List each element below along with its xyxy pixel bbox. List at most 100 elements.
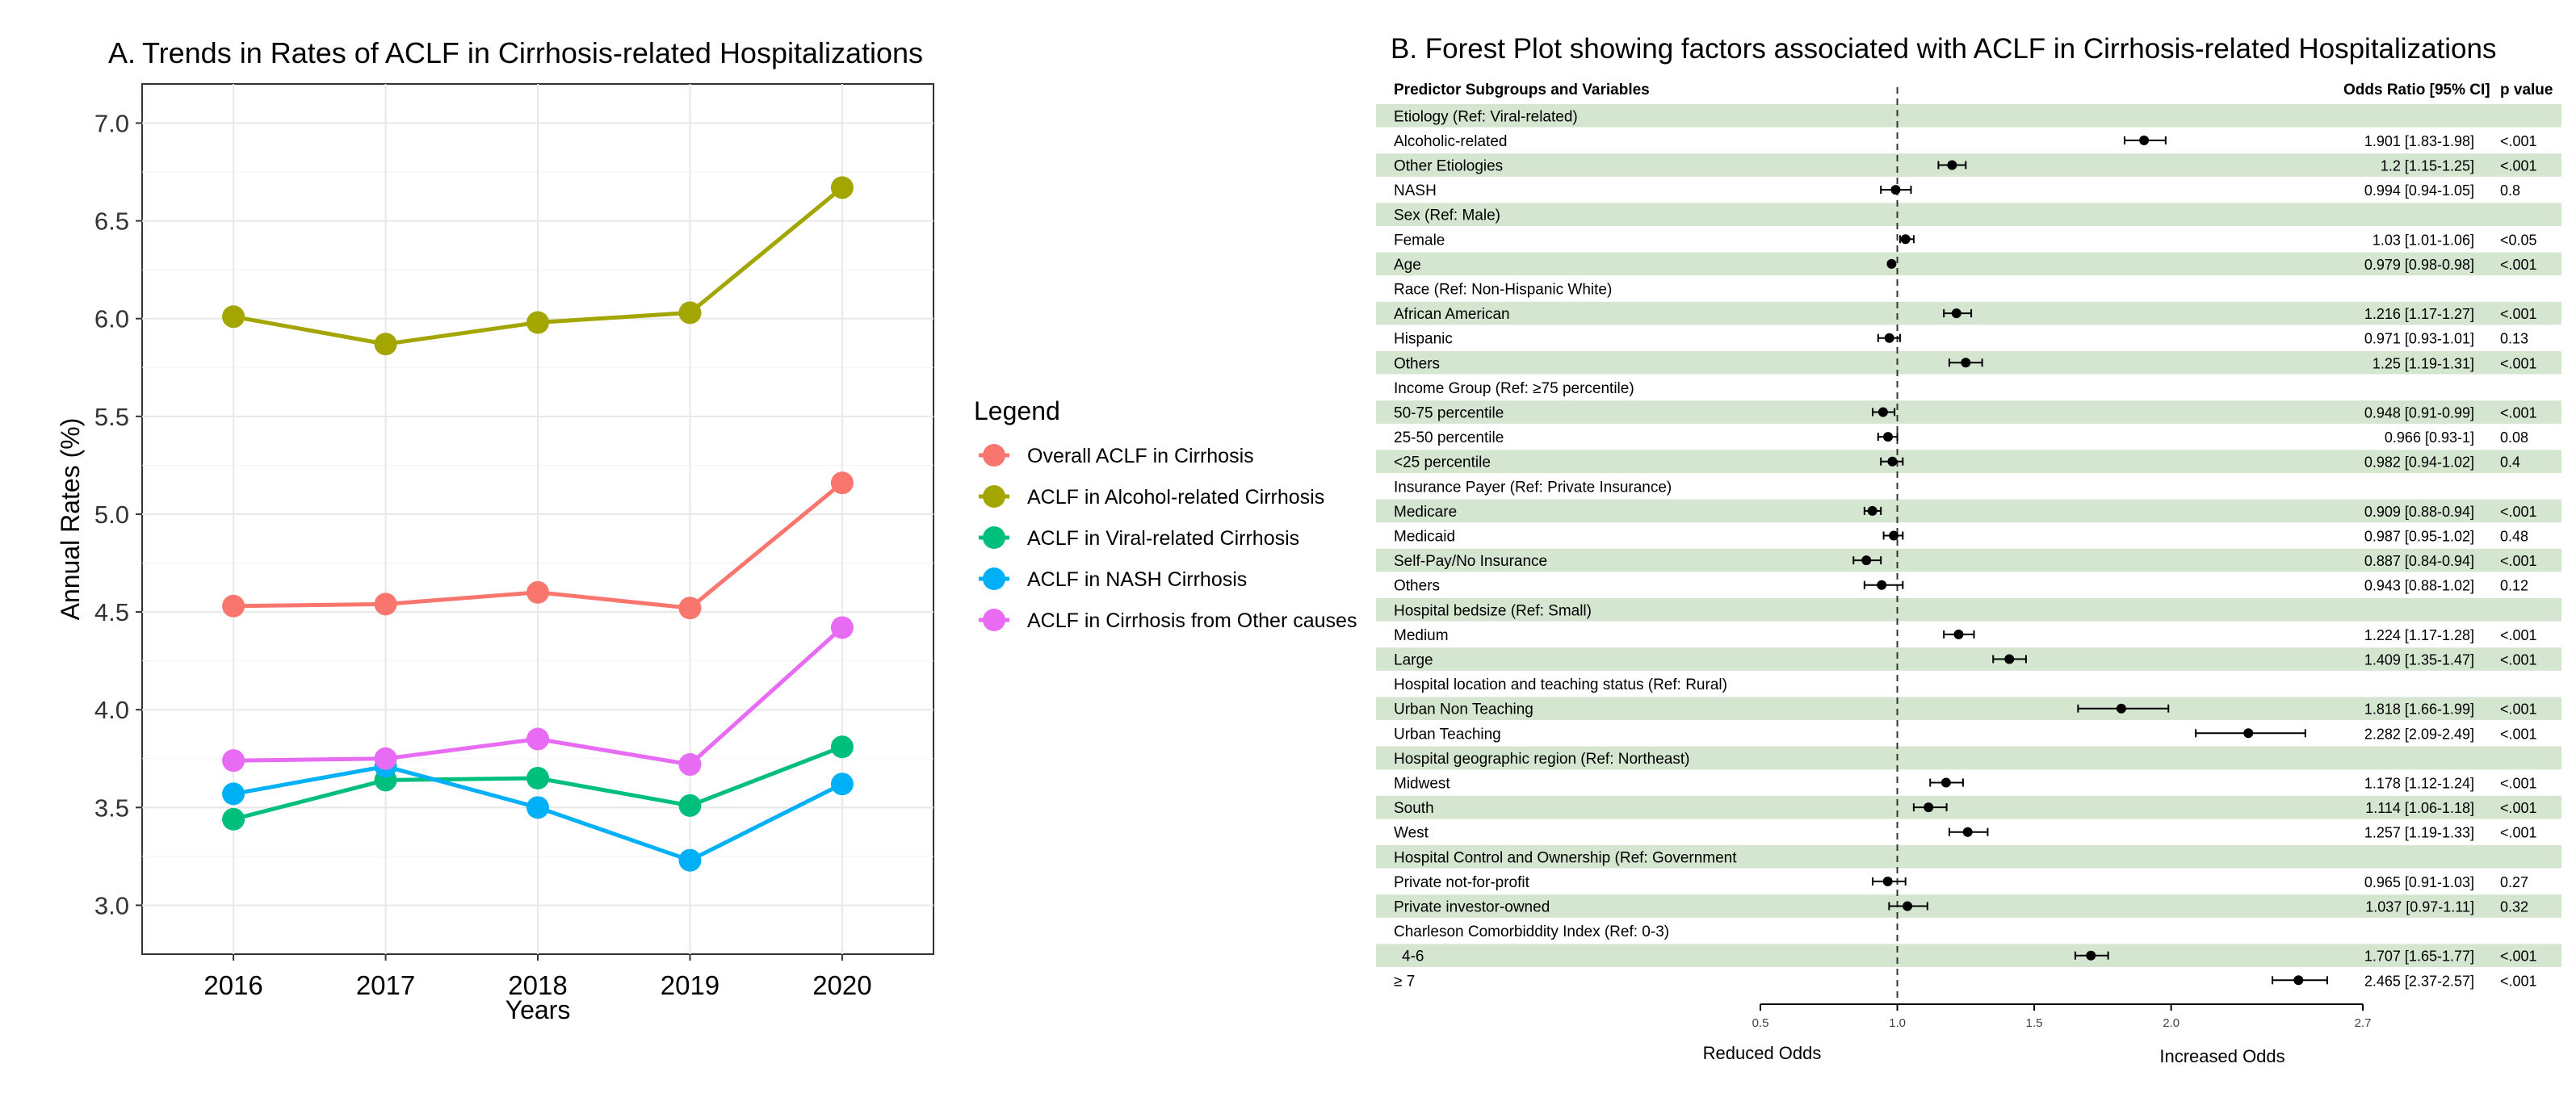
p-value-text: <0.05 bbox=[2500, 232, 2537, 248]
odds-ratio-text: 1.178 [1.12-1.24] bbox=[2364, 776, 2474, 792]
data-point bbox=[678, 301, 702, 325]
odds-ratio-point bbox=[1903, 901, 1913, 911]
odds-ratio-text: 1.224 [1.17-1.28] bbox=[2364, 627, 2474, 643]
predictor-label: 4-6 bbox=[1402, 949, 1424, 965]
p-value-text: <.001 bbox=[2500, 701, 2537, 718]
panel-a-gridlines bbox=[142, 84, 933, 954]
odds-ratio-point bbox=[1962, 827, 1973, 837]
odds-ratio-point bbox=[2116, 703, 2126, 714]
odds-ratio-text: 0.966 [0.93-1] bbox=[2385, 429, 2474, 446]
panel-a-line-chart: A. Trends in Rates of ACLF in Cirrhosis-… bbox=[56, 36, 1357, 1024]
p-value-text: <.001 bbox=[2500, 405, 2537, 421]
forest-row-bands bbox=[1376, 104, 2561, 967]
group-header: Income Group (Ref: ≥75 percentile) bbox=[1394, 380, 1634, 397]
odds-ratio-text: 0.948 [0.91-0.99] bbox=[2364, 405, 2474, 421]
x-tick-label: 1.5 bbox=[2026, 1016, 2043, 1030]
y-tick-label: 6.0 bbox=[94, 305, 129, 333]
odds-ratio-text: 0.943 [0.88-1.02] bbox=[2364, 578, 2474, 594]
predictor-label: Urban Non Teaching bbox=[1394, 701, 1533, 718]
row-band bbox=[1376, 104, 2561, 128]
forest-header-predictor: Predictor Subgroups and Variables bbox=[1394, 82, 1650, 98]
predictor-label: Female bbox=[1394, 232, 1445, 249]
data-point bbox=[527, 580, 549, 604]
data-point bbox=[678, 848, 702, 872]
data-point bbox=[527, 727, 549, 751]
row-band bbox=[1376, 252, 2561, 276]
odds-ratio-text: 1.216 [1.17-1.27] bbox=[2364, 306, 2474, 322]
p-value-text: 0.4 bbox=[2500, 454, 2520, 471]
odds-ratio-point bbox=[1886, 258, 1897, 269]
data-point bbox=[222, 807, 245, 831]
predictor-label: Self-Pay/No Insurance bbox=[1394, 553, 1547, 570]
data-point bbox=[678, 597, 702, 620]
odds-ratio-point bbox=[1887, 456, 1898, 467]
odds-ratio-point bbox=[1889, 530, 1899, 541]
predictor-label: Urban Teaching bbox=[1394, 726, 1501, 743]
odds-ratio-text: 1.03 [1.01-1.06] bbox=[2373, 232, 2474, 248]
legend-label: ACLF in Viral-related Cirrhosis bbox=[1027, 527, 1299, 550]
data-point bbox=[830, 773, 854, 796]
x-tick-label: 2016 bbox=[203, 970, 262, 1000]
legend-marker bbox=[983, 609, 1005, 631]
p-value-text: 0.13 bbox=[2500, 331, 2528, 347]
p-value-text: 0.32 bbox=[2500, 899, 2528, 915]
legend-label: ACLF in Alcohol-related Cirrhosis bbox=[1027, 486, 1324, 509]
forest-x-axis: 0.5 1.0 1.5 2.0 2.7 bbox=[1752, 1003, 2372, 1030]
panel-a-y-ticks: 3.0 3.5 4.0 4.5 5.0 5.5 6.0 6.5 7.0 bbox=[94, 109, 142, 919]
odds-ratio-text: 1.901 [1.83-1.98] bbox=[2364, 133, 2474, 149]
data-point bbox=[830, 176, 854, 199]
legend-marker bbox=[983, 444, 1005, 467]
row-band bbox=[1376, 795, 2561, 819]
data-point bbox=[374, 593, 397, 616]
p-value-text: <.001 bbox=[2500, 652, 2537, 668]
legend-marker bbox=[983, 526, 1005, 549]
x-tick-label: 2.7 bbox=[2355, 1016, 2372, 1030]
row-band bbox=[1376, 845, 2561, 869]
odds-ratio-point bbox=[2293, 975, 2304, 986]
odds-ratio-point bbox=[2086, 950, 2096, 961]
data-point bbox=[222, 782, 245, 806]
forest-header-p-value: p value bbox=[2500, 82, 2553, 98]
data-point bbox=[830, 735, 854, 759]
p-value-text: 0.12 bbox=[2500, 578, 2528, 594]
group-header: Charleson Comorbiddity Index (Ref: 0-3) bbox=[1394, 923, 1669, 940]
predictor-label: 50-75 percentile bbox=[1394, 405, 1504, 422]
row-band bbox=[1376, 746, 2561, 770]
odds-ratio-point bbox=[1900, 234, 1911, 245]
odds-ratio-text: 0.909 [0.88-0.94] bbox=[2364, 504, 2474, 520]
group-header: Sex (Ref: Male) bbox=[1394, 207, 1500, 224]
legend-title: Legend bbox=[974, 396, 1060, 425]
predictor-label: Age bbox=[1394, 257, 1421, 274]
group-header: Hospital geographic region (Ref: Northea… bbox=[1394, 751, 1689, 768]
legend-marker bbox=[983, 567, 1005, 590]
x-tick-label: 2020 bbox=[812, 970, 871, 1000]
reduced-odds-label: Reduced Odds bbox=[1703, 1043, 1822, 1063]
p-value-text: 0.8 bbox=[2500, 182, 2520, 199]
odds-ratio-point bbox=[1953, 629, 1964, 639]
odds-ratio-point bbox=[1884, 333, 1894, 343]
p-value-text: <.001 bbox=[2500, 949, 2537, 965]
row-band bbox=[1376, 153, 2561, 177]
predictor-label: Medicare bbox=[1394, 504, 1457, 521]
legend-marker bbox=[983, 485, 1005, 508]
p-value-text: <.001 bbox=[2500, 257, 2537, 273]
odds-ratio-point bbox=[1882, 876, 1893, 886]
p-value-text: 0.48 bbox=[2500, 529, 2528, 545]
odds-ratio-point bbox=[1861, 555, 1872, 566]
group-header: Insurance Payer (Ref: Private Insurance) bbox=[1394, 479, 1672, 496]
odds-ratio-point bbox=[1877, 407, 1888, 417]
data-point bbox=[527, 311, 549, 334]
odds-ratio-text: 2.465 [2.37-2.57] bbox=[2364, 973, 2474, 989]
p-value-text: <.001 bbox=[2500, 973, 2537, 989]
group-header: Etiology (Ref: Viral-related) bbox=[1394, 108, 1578, 125]
legend-label: ACLF in Cirrhosis from Other causes bbox=[1027, 609, 1357, 632]
forest-header-odds-ratio: Odds Ratio [95% CI] bbox=[2343, 82, 2490, 98]
data-point bbox=[527, 796, 549, 819]
predictor-label: Hispanic bbox=[1394, 331, 1453, 348]
x-tick-label: 0.5 bbox=[1752, 1016, 1769, 1030]
forest-estimates bbox=[1852, 135, 2328, 986]
panel-a-y-axis-label: Annual Rates (%) bbox=[56, 418, 85, 621]
predictor-label: Others bbox=[1394, 355, 1440, 372]
predictor-label: South bbox=[1394, 800, 1434, 817]
